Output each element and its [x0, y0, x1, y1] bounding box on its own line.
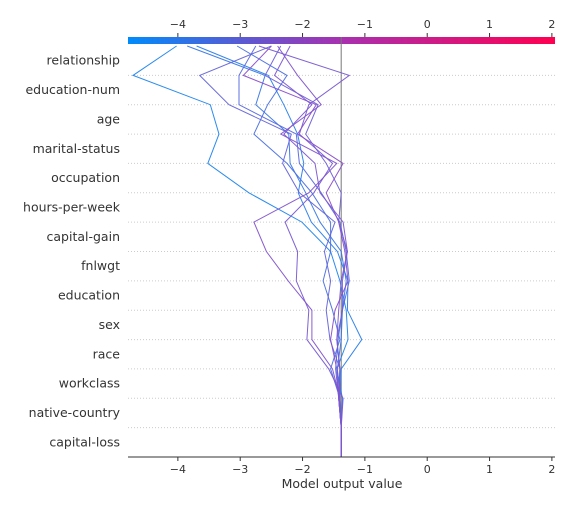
decision-line	[253, 45, 342, 457]
feature-label: fnlwgt	[81, 258, 120, 273]
x-tick-label: −2	[294, 463, 310, 476]
feature-label: race	[93, 346, 121, 361]
top-tick-label: 1	[486, 18, 493, 31]
x-axis: −4 −3 −2 −1 0 1 2	[128, 456, 555, 476]
feature-label: relationship	[47, 53, 121, 68]
top-axis: −4 −3 −2 −1 0 1 2	[170, 18, 555, 37]
feature-label: occupation	[51, 170, 120, 185]
feature-label: age	[97, 111, 121, 126]
top-tick-label: −2	[294, 18, 310, 31]
x-tick-label: −4	[170, 463, 186, 476]
feature-label: education	[58, 288, 120, 303]
feature-label: native-country	[29, 405, 121, 420]
top-tick-label: −3	[232, 18, 248, 31]
decision-line	[236, 45, 342, 457]
feature-labels: relationship education-num age marital-stat…	[23, 53, 121, 450]
x-tick-label: 0	[424, 463, 431, 476]
x-tick-label: −1	[357, 463, 373, 476]
top-tick-label: −1	[357, 18, 373, 31]
decision-lines	[131, 45, 363, 457]
x-tick-label: −3	[232, 463, 248, 476]
feature-label: marital-status	[33, 141, 120, 156]
decision-line	[242, 45, 349, 457]
x-tick-label: 2	[548, 463, 555, 476]
top-tick-label: −4	[170, 18, 186, 31]
x-tick-label: 1	[486, 463, 493, 476]
decision-line	[131, 45, 349, 457]
x-axis-label: Model output value	[282, 476, 403, 491]
feature-label: education-num	[25, 82, 120, 97]
feature-label: sex	[99, 317, 120, 332]
decision-line	[273, 45, 348, 457]
decision-line	[198, 45, 342, 457]
top-tick-label: 0	[424, 18, 431, 31]
feature-label: capital-gain	[47, 229, 120, 244]
top-tick-label: 2	[548, 18, 555, 31]
feature-label: hours-per-week	[23, 199, 121, 214]
feature-label: workclass	[59, 376, 120, 391]
feature-label: capital-loss	[49, 434, 120, 449]
